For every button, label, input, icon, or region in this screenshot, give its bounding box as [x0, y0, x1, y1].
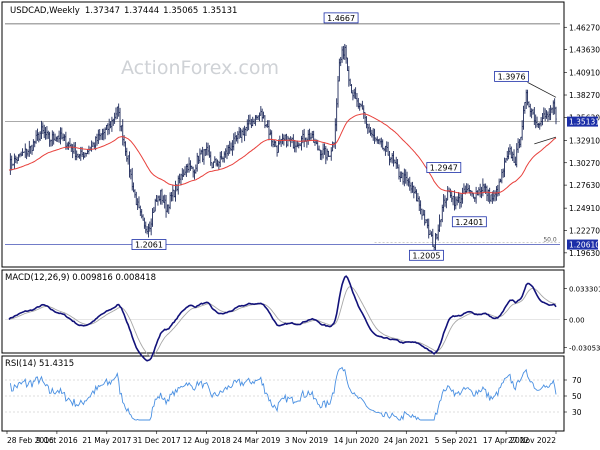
price-panel-frame — [1, 1, 565, 268]
macd-signal-line — [8, 286, 557, 357]
price-axis-label: 1.22270 — [569, 226, 600, 235]
price-axis-label: 1.40910 — [569, 69, 600, 78]
annotation-box — [131, 239, 167, 250]
x-axis-label: 24 Jan 2021 — [384, 436, 429, 445]
macd-line — [8, 275, 557, 362]
annotation-box — [451, 216, 487, 228]
upper-trendline — [527, 82, 557, 98]
price-axis-label: 1.24910 — [569, 204, 600, 213]
annotation-label: 1.3976 — [498, 72, 526, 81]
x-axis-label: 9 Oct 2016 — [36, 436, 78, 445]
price-axis-label: 1.32910 — [569, 136, 600, 145]
rsi-axis-label: 50 — [572, 392, 582, 401]
x-axis-label: 27 Nov 2022 — [508, 436, 556, 445]
lower-trendline — [534, 136, 557, 145]
price-axis-label: 1.19630 — [569, 249, 600, 258]
price-axis-highlight — [567, 116, 598, 127]
open-value: 1.37347 — [85, 6, 120, 16]
macd-axis-label: 0.033301 — [569, 286, 600, 294]
price-axis-label: 1.38270 — [569, 91, 600, 100]
annotation-label: 1.2061 — [135, 241, 163, 250]
x-axis-label: 21 May 2017 — [82, 436, 131, 445]
rsi-axis-label: 30 — [572, 408, 582, 417]
price-axis-highlight — [567, 239, 598, 250]
close-value: 1.35131 — [202, 6, 237, 16]
high-value: 1.37444 — [124, 6, 159, 16]
low-value: 1.35065 — [163, 6, 198, 16]
x-axis-label: 28 Feb 2016 — [7, 436, 54, 445]
rsi-axis-label: 70 — [572, 376, 582, 385]
annotation-box — [426, 162, 462, 173]
macd-axis-label: 0.00 — [569, 316, 585, 324]
x-axis-label: 14 Jun 2020 — [334, 436, 379, 445]
macd-header: MACD(12,26,9) 0.009816 0.008418 — [5, 273, 156, 283]
x-axis-label: 24 Mar 2019 — [233, 436, 281, 445]
price-axis-highlight-label: 1.35131 — [569, 118, 600, 127]
fib-level-label: 50.0 — [543, 237, 557, 244]
price-axis-label: 1.30270 — [569, 159, 600, 168]
rsi-panel-frame — [1, 355, 565, 432]
rsi-header: RSI(14) 51.4315 — [5, 359, 74, 369]
x-axis-label: 12 Aug 2018 — [183, 436, 231, 445]
watermark: ActionForex.com — [121, 57, 279, 79]
annotation-label: 1.2947 — [430, 164, 458, 173]
annotation-label: 1.2401 — [455, 218, 483, 227]
annotation-box — [323, 12, 359, 24]
x-axis-label: 17 Apr 2022 — [483, 436, 530, 445]
x-axis-label: 5 Sep 2021 — [435, 436, 478, 445]
price-axis-highlight-label: 1.20610 — [569, 241, 600, 250]
annotation-box — [494, 70, 529, 82]
x-axis-label: 31 Dec 2017 — [133, 436, 181, 445]
x-axis-label: 3 Nov 2019 — [285, 436, 328, 445]
annotation-label: 1.2005 — [412, 251, 440, 260]
ema-line — [8, 113, 557, 194]
annotation-label: 1.4667 — [327, 14, 355, 23]
rsi-line — [9, 366, 557, 421]
price-axis-label: 1.27630 — [569, 181, 600, 190]
annotation-box — [409, 249, 444, 261]
symbol-label: USDCAD,Weekly — [10, 6, 80, 16]
price-axis-label: 1.43630 — [569, 46, 600, 55]
price-axis-label: 1.46270 — [569, 23, 600, 32]
price-header: USDCAD,Weekly 1.37347 1.37444 1.35065 1.3513… — [10, 6, 237, 16]
